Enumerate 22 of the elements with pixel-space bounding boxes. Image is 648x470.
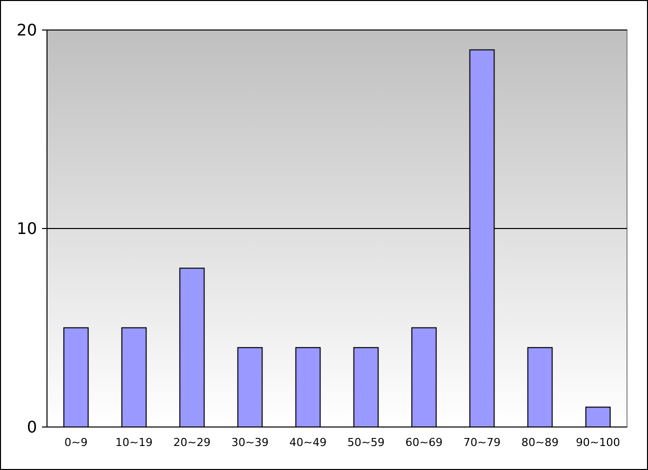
- y-tick-label: 10: [16, 219, 37, 238]
- x-tick-label: 70~79: [463, 436, 501, 449]
- bar: [63, 327, 89, 428]
- x-tick-label: 30~39: [231, 436, 269, 449]
- x-tick-label: 10~19: [115, 436, 153, 449]
- bar: [179, 268, 205, 428]
- bar: [295, 347, 321, 428]
- x-tick-label: 50~59: [347, 436, 385, 449]
- x-tick-label: 60~69: [405, 436, 443, 449]
- x-tick-label: 90~100: [576, 436, 620, 449]
- x-tick-label: 40~49: [289, 436, 327, 449]
- bar: [353, 347, 379, 428]
- x-tick-label: 20~29: [173, 436, 211, 449]
- bar: [121, 327, 147, 428]
- y-tick-label: 20: [16, 20, 37, 40]
- bar: [411, 327, 437, 428]
- bar: [527, 347, 553, 428]
- x-tick-label: 80~89: [521, 436, 559, 449]
- bar: [237, 347, 263, 428]
- x-tick-label: 0~9: [64, 436, 88, 449]
- bar: [585, 406, 611, 428]
- y-tick-label: 0: [26, 418, 37, 437]
